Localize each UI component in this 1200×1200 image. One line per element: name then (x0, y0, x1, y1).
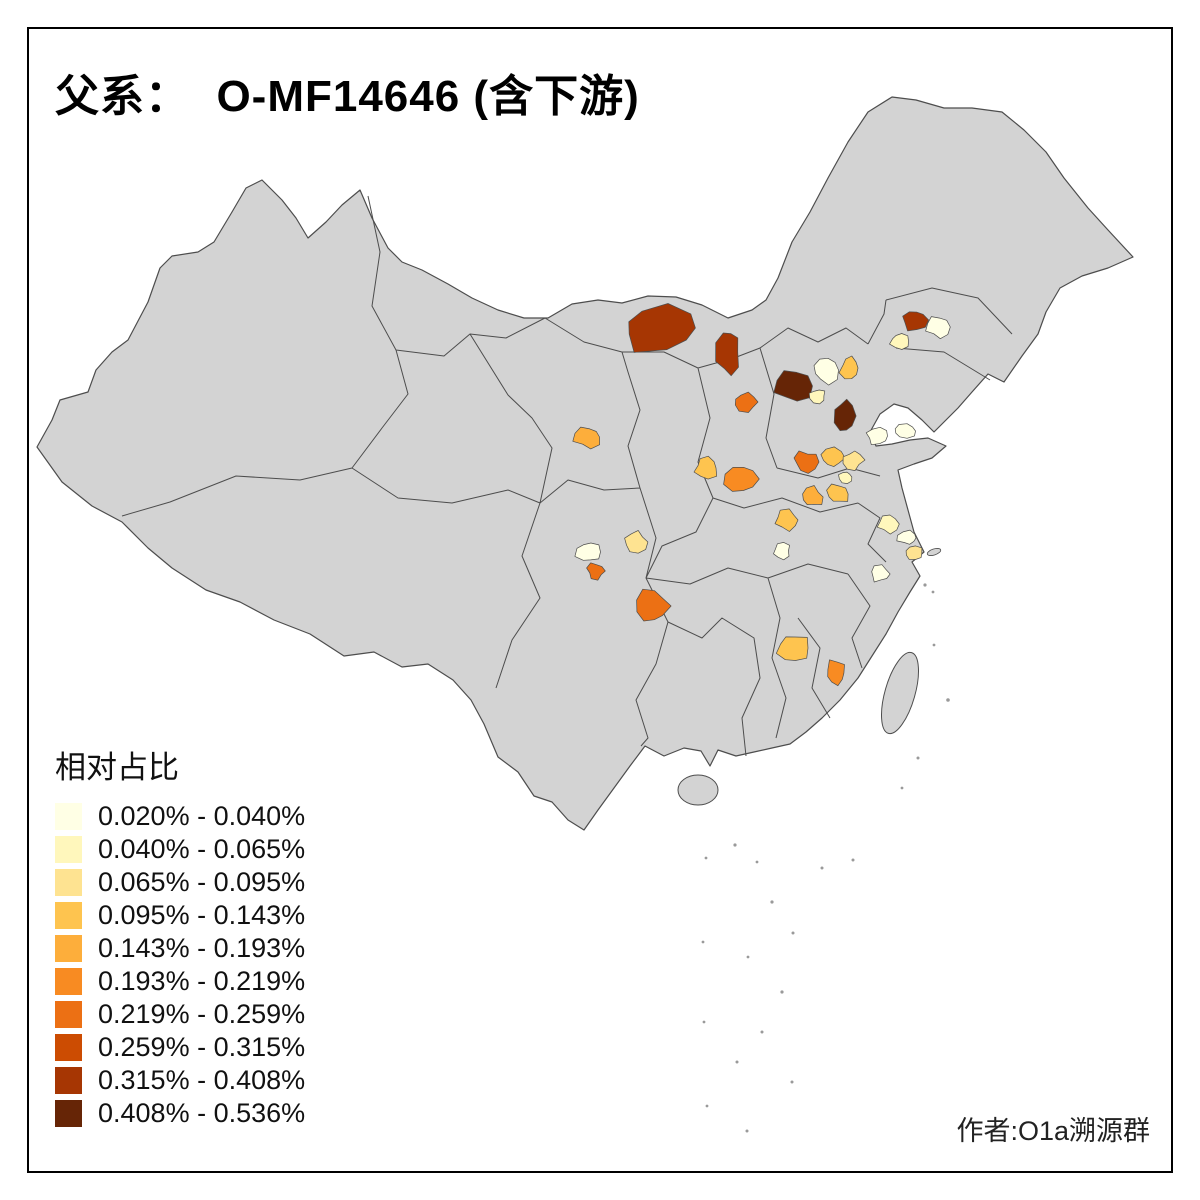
coastal-island (926, 548, 942, 556)
map-region (773, 542, 790, 561)
legend-color-swatch (55, 968, 82, 995)
legend-color-swatch (55, 836, 82, 863)
map-region (775, 636, 809, 661)
legend: 相对占比 0.020% - 0.040% 0.040% - 0.065% 0.065… (55, 742, 305, 1133)
highlighted-regions (572, 303, 951, 687)
sea-islands (701, 583, 950, 1133)
map-region (813, 357, 839, 386)
map-region (889, 333, 909, 350)
map-region (574, 542, 601, 561)
map-region (628, 303, 696, 353)
legend-row: 0.143% - 0.193% (55, 933, 306, 963)
map-region (838, 355, 859, 380)
legend-title: 相对占比 (55, 750, 179, 785)
legend-row: 0.020% - 0.040% (55, 801, 306, 831)
legend-rows: 0.020% - 0.040% 0.040% - 0.065% 0.065% - 0… (55, 801, 306, 1128)
legend-color-swatch (55, 1100, 82, 1127)
legend-bin-label: 0.040% - 0.065% (98, 834, 306, 864)
map-region (842, 450, 866, 471)
map-region (723, 466, 760, 492)
page-title: 父系： O-MF14646 (含下游) (55, 72, 640, 121)
map-region (586, 562, 606, 581)
map-region (925, 316, 951, 340)
legend-color-swatch (55, 935, 82, 962)
map-region (793, 450, 820, 474)
map-region (734, 391, 759, 413)
legend-bin-label: 0.259% - 0.315% (98, 1032, 306, 1062)
legend-row: 0.259% - 0.315% (55, 1032, 306, 1062)
hainan-island-shape (677, 774, 719, 806)
map-region (572, 426, 600, 450)
map-region (826, 483, 849, 502)
attribution-text: 作者:O1a溯源群 (956, 1116, 1150, 1146)
map-region (808, 389, 826, 405)
province-borders (121, 195, 1013, 757)
map-region (624, 530, 649, 554)
map-region (833, 398, 857, 431)
map-region (827, 659, 845, 687)
map-region (636, 588, 672, 622)
legend-bin-label: 0.219% - 0.259% (98, 999, 306, 1029)
legend-row: 0.040% - 0.065% (55, 834, 306, 864)
map-region (896, 529, 917, 545)
map-region (902, 311, 929, 332)
legend-row: 0.315% - 0.408% (55, 1065, 306, 1095)
legend-bin-label: 0.065% - 0.095% (98, 867, 306, 897)
legend-bin-label: 0.315% - 0.408% (98, 1065, 306, 1095)
legend-color-swatch (55, 803, 82, 830)
legend-bin-label: 0.193% - 0.219% (98, 966, 306, 996)
legend-row: 0.065% - 0.095% (55, 867, 306, 897)
legend-bin-label: 0.095% - 0.143% (98, 900, 306, 930)
legend-bin-label: 0.020% - 0.040% (98, 801, 306, 831)
map-region (774, 508, 799, 532)
map-region (905, 545, 923, 560)
map-region (894, 423, 916, 439)
legend-bin-label: 0.143% - 0.193% (98, 933, 306, 963)
map-region (820, 446, 846, 467)
legend-color-swatch (55, 1001, 82, 1028)
legend-row: 0.219% - 0.259% (55, 999, 306, 1029)
map-region (715, 332, 739, 377)
china-mainland-shape (36, 96, 1134, 831)
legend-row: 0.408% - 0.536% (55, 1098, 306, 1128)
map-region (876, 514, 900, 535)
map-region (773, 370, 813, 402)
map-region (802, 485, 824, 505)
legend-color-swatch (55, 1034, 82, 1061)
map-region (871, 564, 891, 583)
legend-row: 0.193% - 0.219% (55, 966, 306, 996)
map-region (838, 471, 853, 484)
taiwan-island-shape (881, 651, 919, 735)
map-region (693, 455, 718, 480)
legend-color-swatch (55, 869, 82, 896)
legend-color-swatch (55, 902, 82, 929)
legend-color-swatch (55, 1067, 82, 1094)
map-region (865, 426, 888, 446)
legend-bin-label: 0.408% - 0.536% (98, 1098, 306, 1128)
legend-row: 0.095% - 0.143% (55, 900, 306, 930)
